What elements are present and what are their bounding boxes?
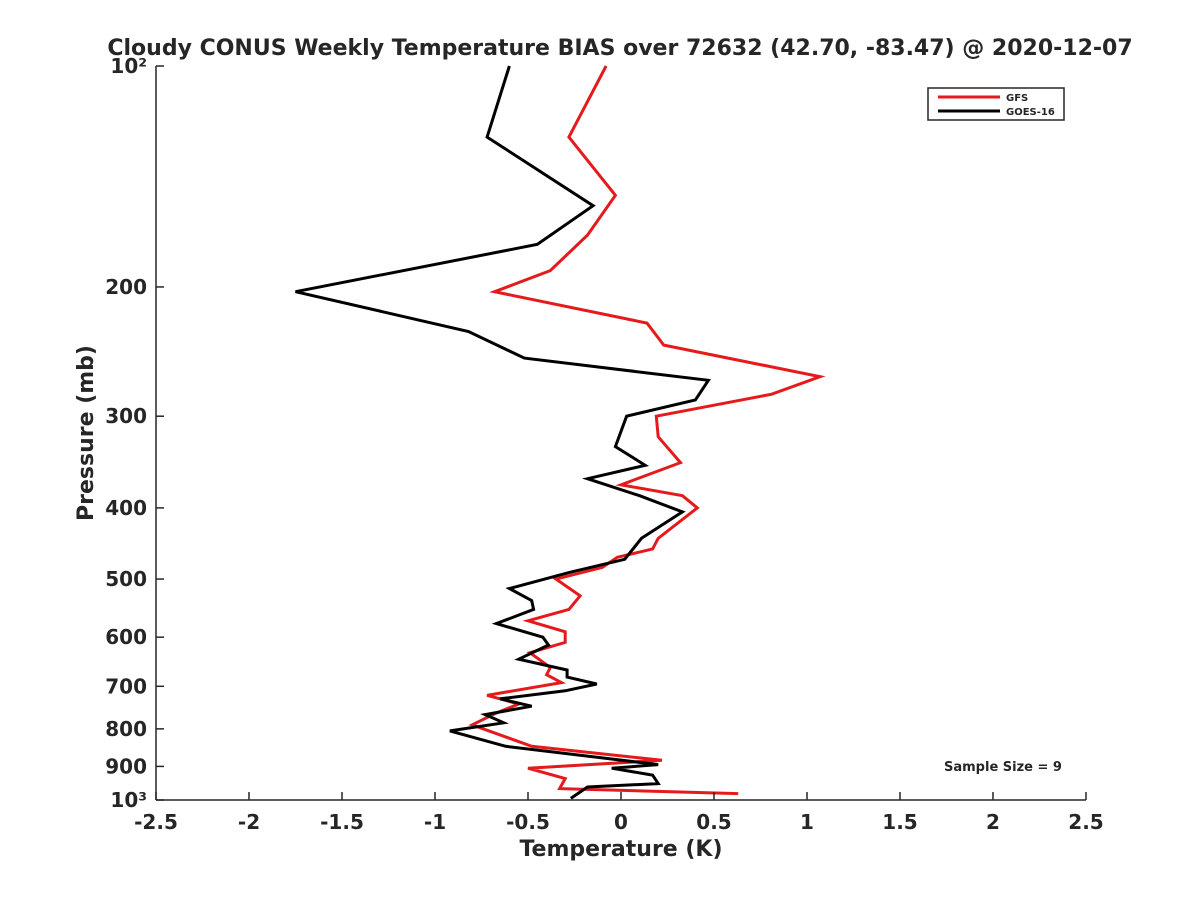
- y-tick-label: 10²: [110, 54, 147, 78]
- x-tick-label: -2: [238, 810, 260, 834]
- x-tick-label: 2: [986, 810, 1000, 834]
- plot-area: -2.5 -2 -1.5 -1 -0.5 0 0.5 1 1.5 2 2.5 10² 200 300 40…: [105, 54, 1103, 834]
- x-tick-label: 1.5: [882, 810, 917, 834]
- y-tick-label: 700: [105, 674, 147, 698]
- chart-title: Cloudy CONUS Weekly Temperature BIAS ove…: [107, 36, 1132, 61]
- x-tick-label: -1: [424, 810, 446, 834]
- x-tick-label: 0: [614, 810, 628, 834]
- x-tick-label: -1.5: [320, 810, 364, 834]
- legend-label-gfs: GFS: [1006, 93, 1028, 104]
- y-tick-label: 10³: [110, 788, 147, 812]
- y-tick-label: 200: [105, 275, 147, 299]
- sample-size-annotation: Sample Size = 9: [944, 760, 1062, 775]
- x-axis-label: Temperature (K): [519, 837, 722, 862]
- series-line-goes16: [295, 65, 711, 800]
- y-tick-label: 300: [105, 404, 147, 428]
- x-tick-label: -0.5: [506, 810, 550, 834]
- legend-label-goes16: GOES-16: [1006, 107, 1055, 118]
- x-tick-label: 2.5: [1068, 810, 1103, 834]
- y-tick-label: 500: [105, 567, 147, 591]
- y-tick-label: 400: [105, 496, 147, 520]
- y-tick-label: 800: [105, 717, 147, 741]
- x-tick-label: -2.5: [134, 810, 178, 834]
- x-tick-label: 0.5: [696, 810, 731, 834]
- x-tick-label: 1: [800, 810, 814, 834]
- legend-box: [927, 87, 1065, 121]
- y-axis-label: Pressure (mb): [74, 345, 99, 521]
- y-tick-label: 600: [105, 625, 147, 649]
- legend: GFS GOES-16: [927, 87, 1065, 121]
- y-tick-label: 900: [105, 754, 147, 778]
- series-line-gfs: [468, 65, 826, 796]
